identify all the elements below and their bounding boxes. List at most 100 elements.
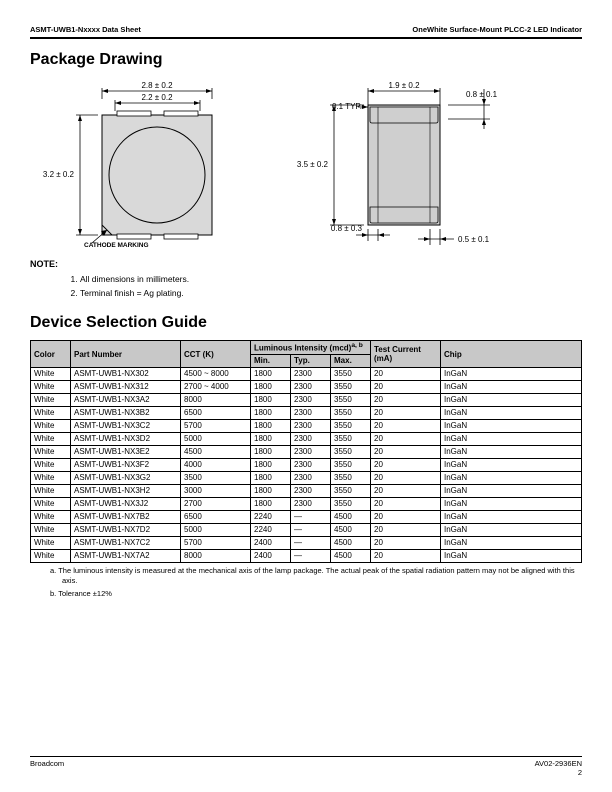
table-cell: 5000 xyxy=(181,523,251,536)
table-cell: 20 xyxy=(371,380,441,393)
table-cell: White xyxy=(31,523,71,536)
table-cell: 4500 ~ 8000 xyxy=(181,367,251,380)
table-footnotes: a. The luminous intensity is measured at… xyxy=(30,566,582,600)
table-cell: 2700 ~ 4000 xyxy=(181,380,251,393)
dim-side-right: 0.8 ± 0.1 xyxy=(466,90,498,99)
package-drawings: 2.8 ± 0.2 2.2 ± 0.2 CATHODE MARKING 3.2 … xyxy=(30,79,582,249)
table-cell: 2300 xyxy=(291,497,331,510)
table-cell: 4500 xyxy=(331,523,371,536)
table-cell: 20 xyxy=(371,406,441,419)
table-cell: 1800 xyxy=(251,367,291,380)
table-cell: 1800 xyxy=(251,380,291,393)
dim-side-height: 3.5 ± 0.2 xyxy=(297,160,329,169)
table-cell: 2300 xyxy=(291,458,331,471)
table-cell: 2300 xyxy=(291,367,331,380)
table-cell: 2240 xyxy=(251,510,291,523)
dim-bot-inner: 0.8 ± 0.3 xyxy=(331,224,363,233)
table-row: WhiteASMT-UWB1-NX7B265002240—450020InGaN xyxy=(31,510,582,523)
table-row: WhiteASMT-UWB1-NX3D2500018002300355020In… xyxy=(31,432,582,445)
table-cell: — xyxy=(291,549,331,562)
table-cell: ASMT-UWB1-NX3A2 xyxy=(71,393,181,406)
table-cell: ASMT-UWB1-NX312 xyxy=(71,380,181,393)
footnote-b: b. Tolerance ±12% xyxy=(50,589,582,600)
table-cell: White xyxy=(31,484,71,497)
table-row: WhiteASMT-UWB1-NX7C257002400—450020InGaN xyxy=(31,536,582,549)
table-row: WhiteASMT-UWB1-NX3F2400018002300355020In… xyxy=(31,458,582,471)
table-cell: 2300 xyxy=(291,471,331,484)
table-cell: ASMT-UWB1-NX7D2 xyxy=(71,523,181,536)
table-cell: 1800 xyxy=(251,458,291,471)
table-cell: 1800 xyxy=(251,406,291,419)
note-item: Terminal finish = Ag plating. xyxy=(80,287,582,301)
table-cell: 3550 xyxy=(331,497,371,510)
dim-typ: 0.1 TYP. xyxy=(332,102,362,111)
table-cell: 3550 xyxy=(331,445,371,458)
cathode-marking-label: CATHODE MARKING xyxy=(84,242,149,249)
th-chip: Chip xyxy=(441,341,582,368)
table-cell: 2300 xyxy=(291,432,331,445)
table-cell: ASMT-UWB1-NX302 xyxy=(71,367,181,380)
table-cell: 20 xyxy=(371,497,441,510)
table-cell: White xyxy=(31,510,71,523)
section-title-package-drawing: Package Drawing xyxy=(30,51,582,69)
table-row: WhiteASMT-UWB1-NX3A2800018002300355020In… xyxy=(31,393,582,406)
table-cell: ASMT-UWB1-NX7B2 xyxy=(71,510,181,523)
footer-left: Broadcom xyxy=(30,759,64,777)
drawing-side-view: 1.9 ± 0.2 0.1 TYP. 0.8 ± 0.1 3.5 ± 0.2 0… xyxy=(270,79,510,249)
table-cell: InGaN xyxy=(441,536,582,549)
table-cell: 2240 xyxy=(251,523,291,536)
table-cell: ASMT-UWB1-NX3J2 xyxy=(71,497,181,510)
table-cell: InGaN xyxy=(441,484,582,497)
header-left: ASMT-UWB1-Nxxxx Data Sheet xyxy=(30,25,141,34)
table-cell: 3500 xyxy=(181,471,251,484)
table-cell: White xyxy=(31,497,71,510)
table-cell: 20 xyxy=(371,471,441,484)
drawing-top-view: 2.8 ± 0.2 2.2 ± 0.2 CATHODE MARKING 3.2 … xyxy=(40,79,240,249)
table-cell: ASMT-UWB1-NX3G2 xyxy=(71,471,181,484)
table-cell: 1800 xyxy=(251,471,291,484)
table-cell: InGaN xyxy=(441,445,582,458)
table-cell: InGaN xyxy=(441,549,582,562)
table-cell: 3550 xyxy=(331,419,371,432)
table-cell: White xyxy=(31,419,71,432)
th-part: Part Number xyxy=(71,341,181,368)
table-cell: — xyxy=(291,510,331,523)
table-row: WhiteASMT-UWB1-NX3122700 ~ 4000180023003… xyxy=(31,380,582,393)
table-cell: 3550 xyxy=(331,458,371,471)
table-cell: 20 xyxy=(371,523,441,536)
table-cell: White xyxy=(31,406,71,419)
table-row: WhiteASMT-UWB1-NX3H2300018002300355020In… xyxy=(31,484,582,497)
table-cell: InGaN xyxy=(441,523,582,536)
table-cell: White xyxy=(31,549,71,562)
table-cell: 20 xyxy=(371,419,441,432)
th-cct: CCT (K) xyxy=(181,341,251,368)
table-row: WhiteASMT-UWB1-NX3J2270018002300355020In… xyxy=(31,497,582,510)
table-cell: 2300 xyxy=(291,380,331,393)
table-cell: ASMT-UWB1-NX3B2 xyxy=(71,406,181,419)
table-row: WhiteASMT-UWB1-NX3G2350018002300355020In… xyxy=(31,471,582,484)
table-cell: InGaN xyxy=(441,432,582,445)
table-cell: 20 xyxy=(371,458,441,471)
table-cell: White xyxy=(31,458,71,471)
table-cell: 3550 xyxy=(331,471,371,484)
table-cell: ASMT-UWB1-NX3F2 xyxy=(71,458,181,471)
table-cell: ASMT-UWB1-NX7A2 xyxy=(71,549,181,562)
table-row: WhiteASMT-UWB1-NX3024500 ~ 8000180023003… xyxy=(31,367,582,380)
table-cell: — xyxy=(291,523,331,536)
table-cell: 3550 xyxy=(331,380,371,393)
table-cell: 6500 xyxy=(181,406,251,419)
th-color: Color xyxy=(31,341,71,368)
dim-side-top: 1.9 ± 0.2 xyxy=(388,81,420,90)
table-cell: InGaN xyxy=(441,497,582,510)
table-cell: 8000 xyxy=(181,549,251,562)
table-cell: InGaN xyxy=(441,419,582,432)
table-cell: 20 xyxy=(371,445,441,458)
table-cell: 20 xyxy=(371,549,441,562)
table-row: WhiteASMT-UWB1-NX3E2450018002300355020In… xyxy=(31,445,582,458)
table-cell: ASMT-UWB1-NX7C2 xyxy=(71,536,181,549)
table-cell: 5700 xyxy=(181,536,251,549)
table-cell: InGaN xyxy=(441,458,582,471)
table-cell: 1800 xyxy=(251,445,291,458)
device-selection-table: Color Part Number CCT (K) Luminous Inten… xyxy=(30,340,582,563)
table-cell: 1800 xyxy=(251,419,291,432)
